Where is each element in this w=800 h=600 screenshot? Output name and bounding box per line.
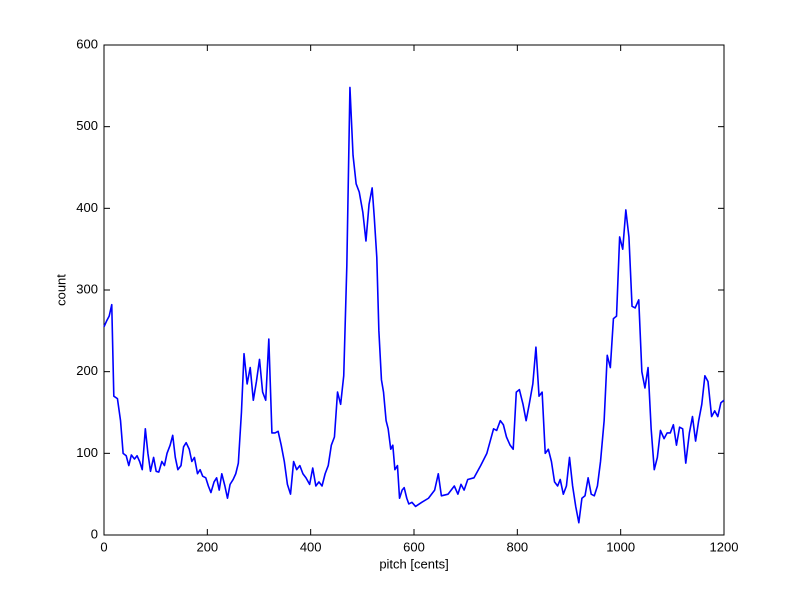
- data-line: [103, 86, 725, 524]
- x-axis-label: pitch [cents]: [379, 556, 448, 571]
- y-tick-label: 200: [76, 363, 98, 378]
- x-tick-label: 1200: [710, 539, 739, 554]
- y-tick-label: 600: [76, 36, 98, 51]
- y-tick-label: 100: [76, 445, 98, 460]
- x-tick-label: 800: [506, 539, 528, 554]
- y-tick-label: 0: [91, 526, 98, 541]
- y-axis-label: count: [53, 274, 68, 306]
- x-tick-label: 400: [300, 539, 322, 554]
- x-tick-label: 600: [403, 539, 425, 554]
- y-tick-label: 400: [76, 200, 98, 215]
- plot-area: [103, 44, 725, 536]
- x-tick-label: 0: [100, 539, 107, 554]
- x-tick-label: 200: [196, 539, 218, 554]
- y-tick-label: 500: [76, 118, 98, 133]
- x-tick-label: 1000: [606, 539, 635, 554]
- y-tick-label: 300: [76, 281, 98, 296]
